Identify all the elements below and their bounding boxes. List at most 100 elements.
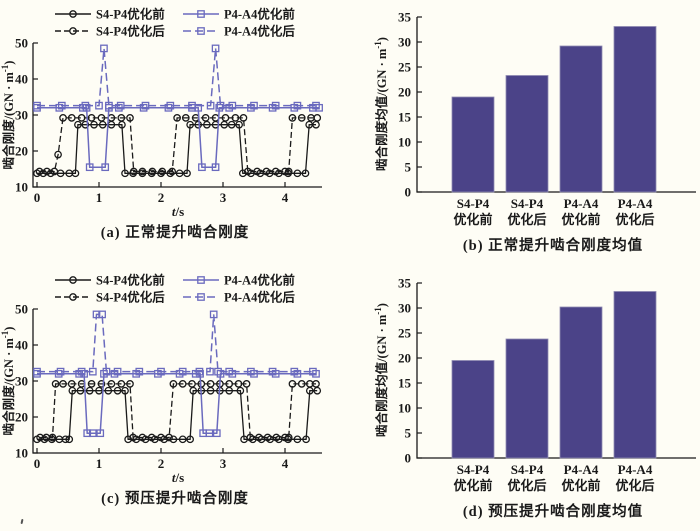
svg-text:优化前: 优化前 <box>453 212 492 227</box>
subplot-a: 10 20 30 40 50 0 1 2 3 4 啮合刚度/(GN · m-1) t/s S4-P4优化… <box>0 0 350 266</box>
legend: S4-P4优化前 S4-P4优化后 P4-A4优化前 P4-A4优化后 <box>55 273 295 305</box>
svg-text:P4-A4优化前: P4-A4优化前 <box>224 7 295 22</box>
svg-text:15: 15 <box>398 376 412 391</box>
svg-text:P4-A4: P4-A4 <box>564 196 599 211</box>
svg-text:S4-P4优化前: S4-P4优化前 <box>96 273 165 288</box>
svg-text:4: 4 <box>282 456 289 471</box>
svg-text:20: 20 <box>398 85 411 100</box>
svg-text:优化后: 优化后 <box>615 478 654 493</box>
svg-text:0: 0 <box>405 451 412 466</box>
axis-labels: 啮合刚度均值/(GN · m-1) <box>373 37 389 171</box>
line-chart-preload-lift: 10 20 30 40 50 0 1 2 3 4 啮合刚度/(GN · m-1) t/s S4-P4优化… <box>0 273 322 485</box>
legend-entry-s4p4-post: S4-P4优化后 <box>55 24 165 39</box>
svg-text:优化后: 优化后 <box>507 478 546 493</box>
bars <box>451 291 657 459</box>
subplot-d-caption: (d) 预压提升啮合刚度均值 <box>462 504 644 520</box>
svg-text:优化后: 优化后 <box>507 212 546 227</box>
svg-text:优化后: 优化后 <box>615 212 654 227</box>
legend-entry-s4p4-pre: S4-P4优化前 <box>55 7 165 22</box>
axes <box>32 309 322 454</box>
svg-text:优化前: 优化前 <box>561 478 600 493</box>
series-p4a4-pre <box>33 369 320 438</box>
subplot-d: 0 5 10 15 20 25 30 35 啮合刚度均值/(GN · m-1) S4-P4 优化前 S… <box>350 266 700 531</box>
svg-text:35: 35 <box>398 276 412 291</box>
svg-text:S4-P4优化后: S4-P4优化后 <box>96 24 165 39</box>
svg-text:30: 30 <box>15 108 28 123</box>
axis-labels: 啮合刚度/(GN · m-1) t/s <box>0 327 184 485</box>
y-axis-ticks: 0 5 10 15 20 25 30 35 <box>398 10 422 200</box>
svg-text:啮合刚度/(GN · m-1): 啮合刚度/(GN · m-1) <box>0 327 16 436</box>
svg-text:25: 25 <box>398 60 412 75</box>
svg-text:50: 50 <box>15 302 28 317</box>
series-s4p4-post <box>35 114 322 176</box>
svg-text:啮合刚度均值/(GN · m-1): 啮合刚度均值/(GN · m-1) <box>373 303 389 437</box>
svg-text:3: 3 <box>220 190 227 205</box>
svg-text:t/s: t/s <box>172 470 184 485</box>
svg-text:优化前: 优化前 <box>453 478 492 493</box>
svg-text:S4-P4: S4-P4 <box>457 196 490 211</box>
bar-3 <box>613 291 657 459</box>
svg-text:30: 30 <box>398 35 411 50</box>
svg-text:10: 10 <box>15 180 28 195</box>
bar-0 <box>451 360 495 459</box>
svg-text:优化前: 优化前 <box>561 212 600 227</box>
svg-text:0: 0 <box>34 190 41 205</box>
bar-2 <box>559 306 603 459</box>
y-axis-ticks: 10 20 30 40 50 <box>15 36 38 195</box>
x-axis-ticks: 0 1 2 3 4 <box>34 448 289 471</box>
svg-text:20: 20 <box>398 351 411 366</box>
legend-entry-p4a4-pre: P4-A4优化前 <box>183 273 295 288</box>
series-s4p4-post <box>36 380 320 442</box>
legend-entry-p4a4-post: P4-A4优化后 <box>183 24 295 39</box>
svg-text:P4-A4: P4-A4 <box>618 196 653 211</box>
svg-text:1: 1 <box>96 456 103 471</box>
svg-text:S4-P4优化前: S4-P4优化前 <box>96 7 165 22</box>
svg-text:0: 0 <box>34 456 41 471</box>
svg-text:1: 1 <box>96 190 103 205</box>
line-chart-normal-lift: 10 20 30 40 50 0 1 2 3 4 啮合刚度/(GN · m-1) t/s S4-P4优化… <box>0 7 323 219</box>
svg-text:20: 20 <box>15 410 28 425</box>
subplot-a-caption: (a) 正常提升啮合刚度 <box>100 225 250 241</box>
bar-3 <box>613 26 657 193</box>
svg-text:S4-P4: S4-P4 <box>511 462 544 477</box>
svg-text:0: 0 <box>405 185 412 200</box>
svg-text:P4-A4优化前: P4-A4优化前 <box>224 273 295 288</box>
subplot-b-caption: (b) 正常提升啮合刚度均值 <box>462 238 644 254</box>
axis-labels: 啮合刚度/(GN · m-1) t/s <box>0 61 184 219</box>
svg-text:30: 30 <box>398 301 411 316</box>
y-axis-ticks: 0 5 10 15 20 25 30 35 <box>398 276 422 466</box>
svg-text:10: 10 <box>398 401 411 416</box>
x-axis-ticks: 0 1 2 3 4 <box>34 182 289 205</box>
series-p4a4-post <box>33 310 317 376</box>
svg-text:2: 2 <box>158 456 165 471</box>
subplot-c: 10 20 30 40 50 0 1 2 3 4 啮合刚度/(GN · m-1) t/s S4-P4优化… <box>0 266 350 531</box>
svg-text:2: 2 <box>158 190 165 205</box>
svg-text:S4-P4: S4-P4 <box>457 462 490 477</box>
svg-text:35: 35 <box>398 10 412 25</box>
svg-text:40: 40 <box>15 338 28 353</box>
svg-text:5: 5 <box>405 160 412 175</box>
series-p4a4-post <box>33 44 320 110</box>
bar-1 <box>505 338 549 459</box>
svg-text:P4-A4优化后: P4-A4优化后 <box>224 290 295 305</box>
bar-1 <box>505 75 549 193</box>
svg-text:t/s: t/s <box>172 204 184 219</box>
svg-text:S4-P4: S4-P4 <box>511 196 544 211</box>
legend-entry-s4p4-pre: S4-P4优化前 <box>55 273 165 288</box>
svg-text:4: 4 <box>282 190 289 205</box>
legend: S4-P4优化前 S4-P4优化后 P4-A4优化前 P4-A4优化后 <box>55 7 295 39</box>
axis-labels: 啮合刚度均值/(GN · m-1) <box>373 303 389 437</box>
svg-text:啮合刚度/(GN · m-1): 啮合刚度/(GN · m-1) <box>0 61 16 170</box>
svg-text:50: 50 <box>15 36 28 51</box>
bar-0 <box>451 96 495 193</box>
svg-text:P4-A4: P4-A4 <box>564 462 599 477</box>
legend-entry-p4a4-post: P4-A4优化后 <box>183 290 295 305</box>
subplot-c-caption: (c) 预压提升啮合刚度 <box>101 491 249 507</box>
svg-text:3: 3 <box>220 456 227 471</box>
svg-text:P4-A4优化后: P4-A4优化后 <box>224 24 295 39</box>
